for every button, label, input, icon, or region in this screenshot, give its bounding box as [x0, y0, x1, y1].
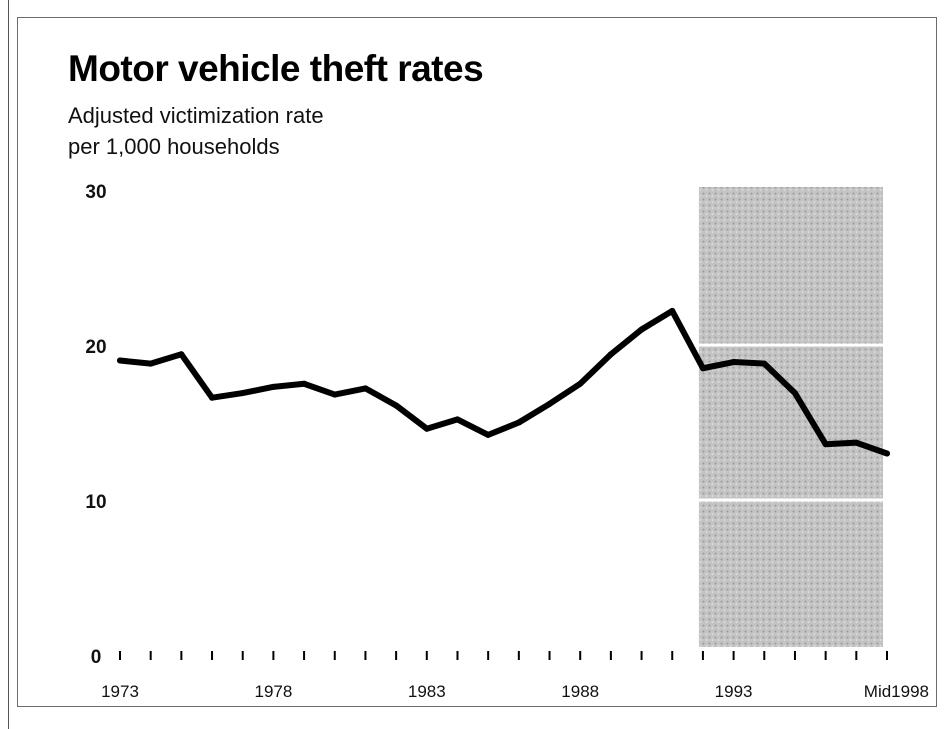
- data-point-1989: [607, 351, 614, 358]
- chart-subtitle-line-2: per 1,000 households: [68, 134, 280, 159]
- data-point-1991: [669, 307, 676, 314]
- data-point-1993: [730, 359, 737, 366]
- data-point-1995: [791, 390, 798, 397]
- data-point-1979: [301, 380, 308, 387]
- data-point-1978: [270, 383, 277, 390]
- chart-title: Motor vehicle theft rates: [68, 48, 484, 89]
- y-tick-label-20: 20: [85, 337, 106, 358]
- chart-subtitle-line-1: Adjusted victimization rate: [68, 103, 324, 128]
- data-point-1996: [822, 441, 829, 448]
- data-point-1982: [393, 402, 400, 409]
- left-border-rule: [8, 0, 9, 729]
- data-point-1981: [362, 385, 369, 392]
- data-point-1990: [638, 326, 645, 333]
- y-tick-label-0: 0: [91, 647, 102, 668]
- data-point-1987: [546, 400, 553, 407]
- data-point-1998: [884, 450, 890, 457]
- data-point-1997: [853, 439, 860, 446]
- data-point-1983: [423, 425, 430, 432]
- data-point-1984: [454, 416, 461, 423]
- x-tick-label-Mid1998: Mid1998: [864, 682, 929, 701]
- data-point-1988: [577, 380, 584, 387]
- y-tick-label-30: 30: [85, 182, 106, 203]
- data-point-1980: [331, 391, 338, 398]
- x-tick-label-1983: 1983: [408, 682, 446, 701]
- data-point-1985: [485, 431, 492, 438]
- data-point-1974: [147, 360, 154, 367]
- x-tick-label-1978: 1978: [254, 682, 292, 701]
- data-point-1994: [761, 360, 768, 367]
- shaded-period-region: [698, 187, 883, 647]
- y-tick-label-10: 10: [85, 492, 106, 513]
- data-point-1976: [209, 394, 216, 401]
- data-point-1973: [117, 357, 123, 364]
- data-point-1977: [239, 390, 246, 397]
- data-point-1986: [515, 419, 522, 426]
- data-point-1975: [178, 351, 185, 358]
- x-tick-label-1993: 1993: [715, 682, 753, 701]
- series-line-0: [117, 307, 890, 457]
- data-point-1992: [699, 365, 706, 372]
- x-tick-label-1988: 1988: [561, 682, 599, 701]
- x-tick-label-1973: 1973: [101, 682, 139, 701]
